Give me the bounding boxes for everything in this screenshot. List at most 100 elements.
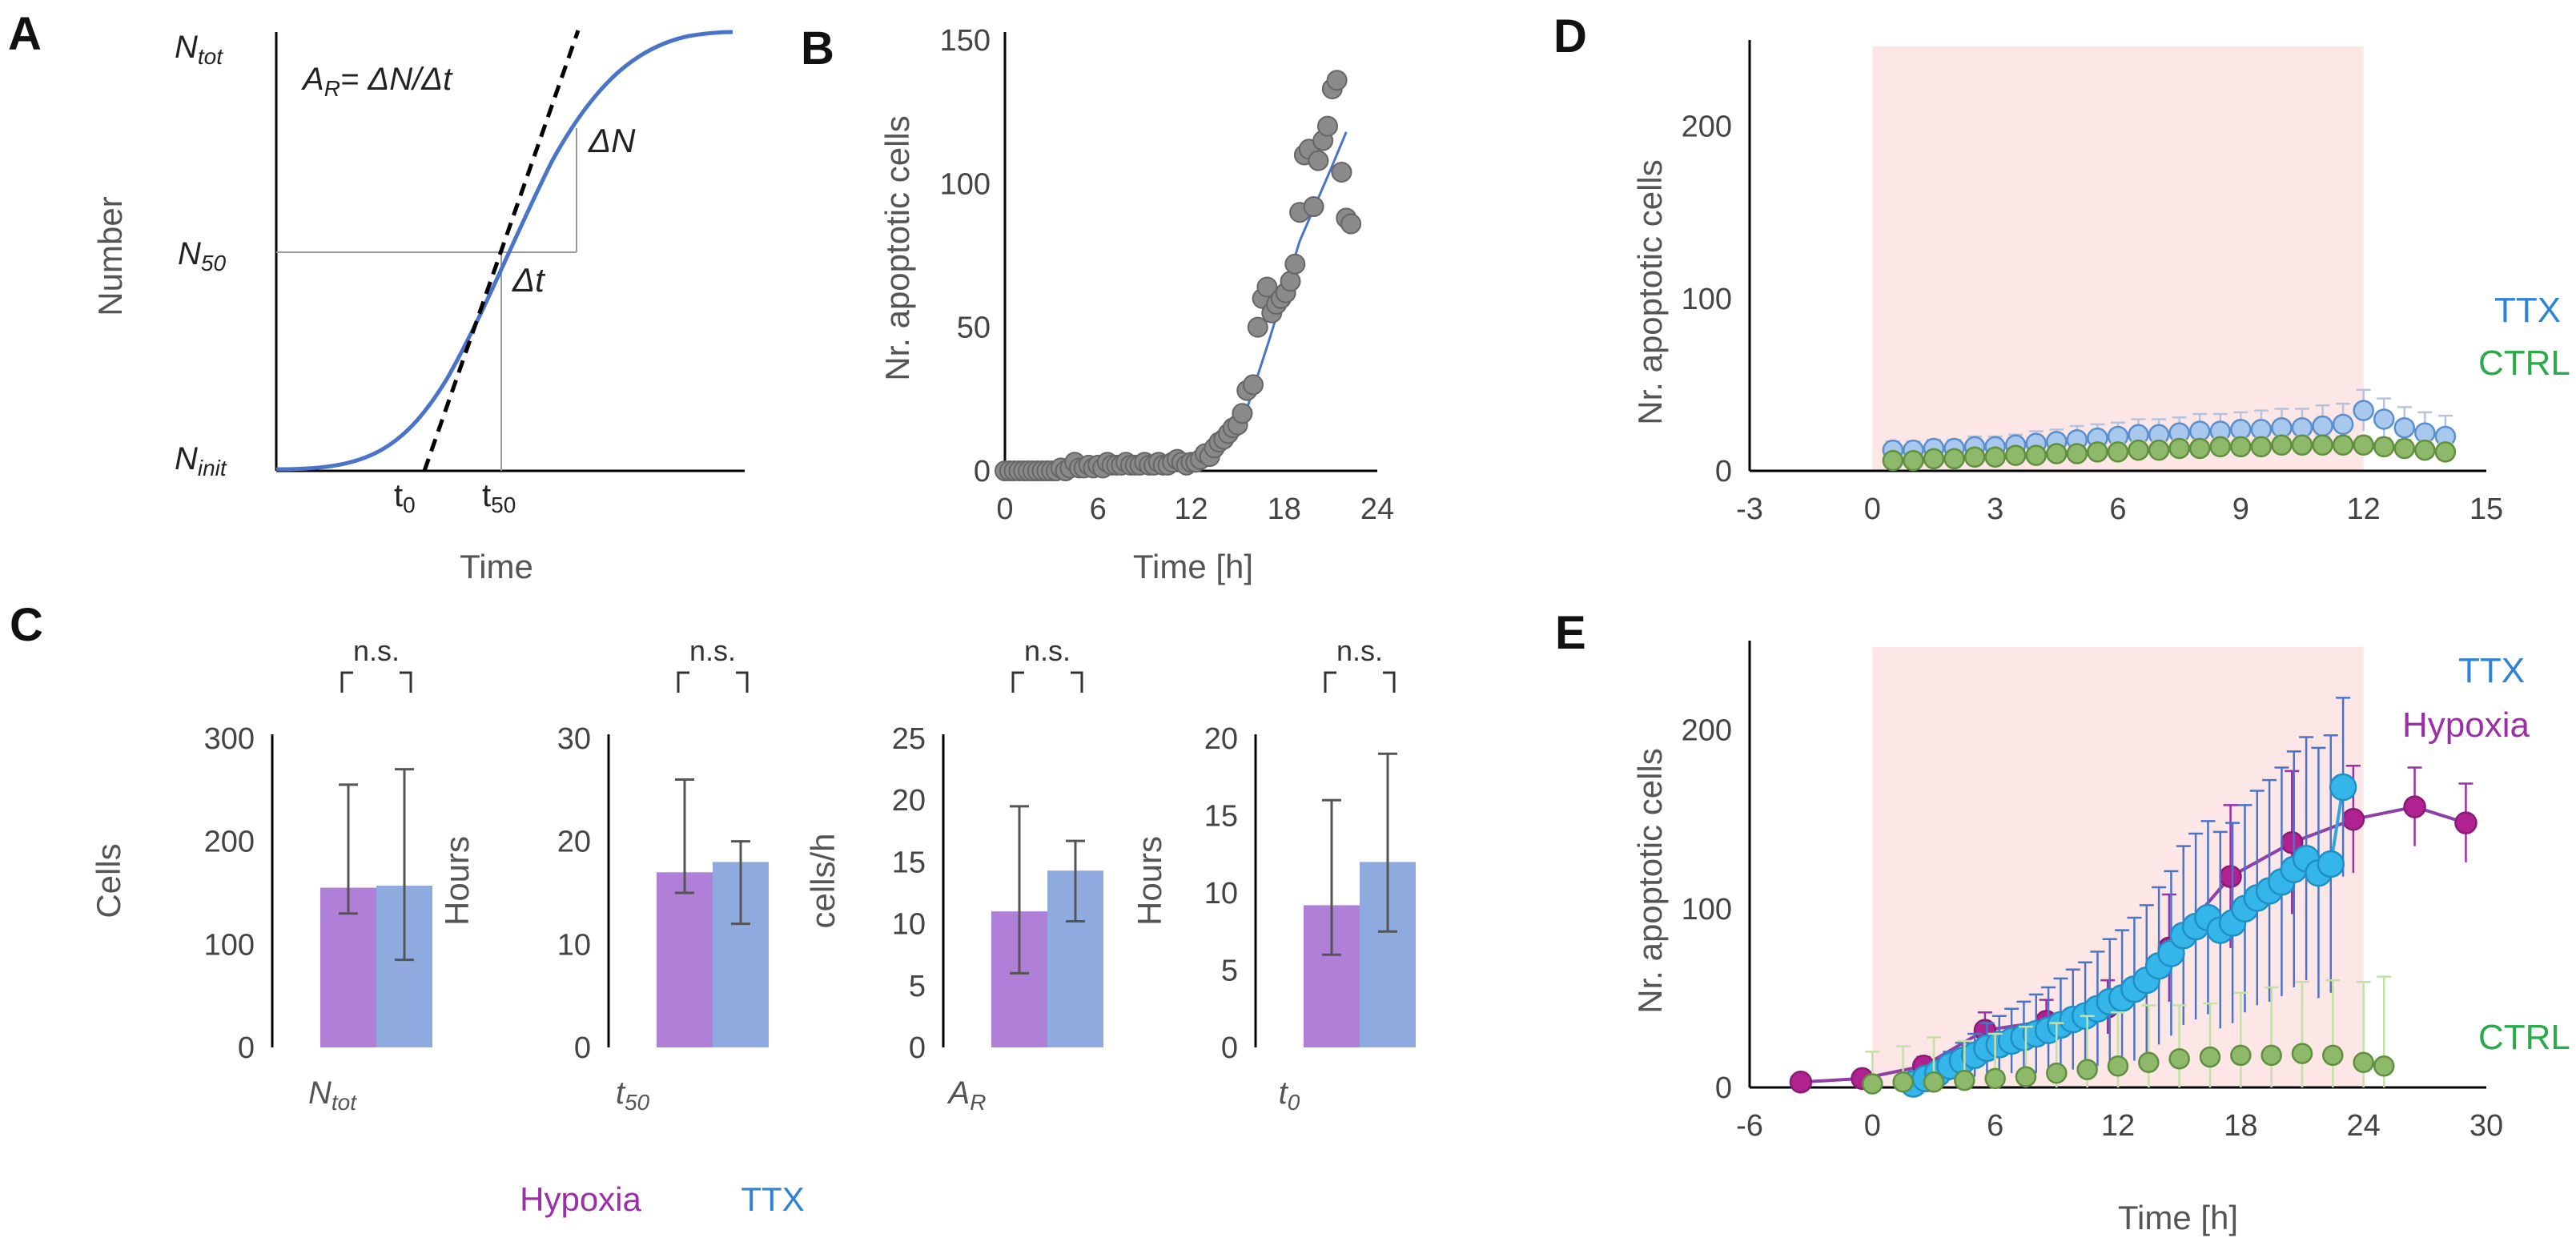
legend-hypoxia: Hypoxia — [520, 1180, 641, 1218]
c-y-tick: 300 — [204, 722, 255, 756]
e-legend-hypoxia: Hypoxia — [2402, 705, 2530, 745]
d-ctrl-point — [2209, 436, 2232, 458]
c2-category: t50 — [616, 1075, 650, 1115]
c-sig-bracket-right — [1071, 671, 1083, 693]
d-ttx-point — [2312, 415, 2333, 437]
panel-b-scatter: 0 6 12 18 24 0 50 100 150 Nr. apoptotic cells Ti… — [878, 24, 1394, 585]
c4-y-title: Hours — [1131, 836, 1168, 926]
d-ctrl-point — [2373, 436, 2395, 458]
e-hypoxia-point — [2454, 811, 2478, 834]
d-ctrl-point — [2393, 437, 2416, 460]
e-y-tick: 100 — [1682, 893, 1732, 926]
b-point — [1284, 253, 1306, 275]
d-ctrl-point — [2148, 439, 2170, 461]
d-ctrl-point — [2188, 437, 2211, 460]
d-ctrl-point — [1903, 449, 1924, 472]
panel-label-c: C — [10, 599, 43, 651]
d-ctrl-point — [2230, 436, 2252, 458]
d-ctrl-point — [2025, 444, 2048, 466]
c-sig-bracket-left — [677, 671, 689, 693]
d-ctrl-point — [2434, 441, 2457, 463]
c-bar-hypoxia — [657, 872, 713, 1047]
e-ctrl-point — [1984, 1067, 2006, 1090]
a-delta-t: Δt — [512, 261, 546, 299]
d-ctrl-point — [2128, 439, 2149, 461]
d-ctrl-point — [2271, 434, 2293, 456]
e-ctrl-point — [2230, 1044, 2252, 1067]
e-ctrl-point — [2199, 1046, 2221, 1068]
c-y-tick: 5 — [909, 970, 926, 1003]
a-sigmoid-curve — [275, 30, 733, 472]
b-y-tick: 50 — [957, 312, 991, 345]
a-equation: AR= ΔN/Δt — [301, 62, 453, 101]
c-sig-bracket-right — [400, 671, 412, 693]
c-sig-bracket-left — [1324, 671, 1336, 693]
b-y-tick: 150 — [940, 24, 991, 58]
d-ctrl-point — [2332, 434, 2354, 456]
b-x-tick: 6 — [1090, 492, 1107, 526]
c-y-tick: 0 — [1221, 1031, 1238, 1065]
b-point — [1280, 271, 1301, 292]
c-y-tick: 25 — [892, 722, 926, 756]
e-ctrl-point — [2353, 1051, 2374, 1074]
d-x-tick: 0 — [1864, 492, 1881, 526]
panel-label-e: E — [1555, 607, 1586, 659]
e-legend-ctrl: CTRL — [2478, 1018, 2570, 1057]
c1-y-title: Cells — [90, 843, 127, 918]
c4-category: t0 — [1279, 1075, 1300, 1115]
c-y-tick: 200 — [204, 826, 255, 859]
e-legend-ttx: TTX — [2458, 651, 2525, 690]
b-x-tick: 18 — [1268, 492, 1301, 526]
e-ctrl-point — [2322, 1044, 2344, 1067]
c-y-tick: 5 — [1221, 955, 1238, 988]
c-sig-label: n.s. — [1024, 634, 1071, 667]
b-point — [1303, 196, 1324, 218]
d-x-tick: 15 — [2470, 492, 2503, 526]
panel-label-d: D — [1553, 10, 1587, 62]
e-ctrl-point — [2261, 1044, 2282, 1067]
b-fit-line — [1004, 131, 1348, 472]
legend-ttx: TTX — [741, 1180, 804, 1218]
d-y-tick: 200 — [1682, 111, 1732, 144]
e-x-tick: 24 — [2347, 1109, 2381, 1143]
e-x-tick: 12 — [2101, 1109, 2135, 1143]
d-ctrl-point — [1963, 446, 1986, 468]
b-point — [1232, 403, 1253, 424]
c-y-tick: 15 — [892, 846, 926, 879]
e-x-tick: -6 — [1736, 1109, 1763, 1143]
c-y-tick: 100 — [204, 928, 255, 962]
c2-y-title: Hours — [438, 836, 476, 926]
d-x-tick: 6 — [2109, 492, 2126, 526]
e-x-tick: 30 — [2470, 1109, 2503, 1143]
e-hypoxia-point — [2341, 807, 2365, 831]
e-hypoxia-point — [2403, 795, 2426, 818]
b-point — [1308, 150, 1329, 171]
c-sig-bracket-left — [340, 671, 353, 693]
b-x-tick: 24 — [1360, 492, 1394, 526]
c-sig-label: n.s. — [689, 634, 736, 667]
e-ctrl-point — [1923, 1071, 1945, 1093]
e-y-tick: 0 — [1715, 1071, 1732, 1105]
a-y-title: Number — [91, 196, 129, 316]
d-ctrl-point — [2353, 434, 2374, 456]
e-ctrl-point — [1892, 1071, 1914, 1093]
c-y-tick: 20 — [892, 784, 926, 818]
c-y-tick: 10 — [892, 908, 926, 942]
d-ctrl-point — [2004, 444, 2027, 466]
d-shade — [1872, 46, 2364, 471]
e-ttx-point — [2329, 773, 2357, 802]
panel-a-schematic: Ntot N50 Ninit AR= ΔN/Δt ΔN Δt t0 t50 Nu… — [91, 30, 745, 585]
d-ctrl-point — [1943, 448, 1965, 470]
c3-y-title: cells/h — [804, 833, 842, 928]
b-point — [1331, 161, 1352, 183]
c-sig-bracket-right — [736, 671, 749, 693]
b-point — [1247, 316, 1268, 338]
a-t0-label: t0 — [394, 478, 416, 517]
a-delta-n: ΔN — [588, 122, 636, 159]
e-ctrl-point — [2046, 1062, 2068, 1084]
e-ctrl-point — [2076, 1059, 2098, 1080]
c-y-tick: 20 — [1204, 722, 1238, 756]
d-ctrl-point — [2087, 441, 2108, 463]
